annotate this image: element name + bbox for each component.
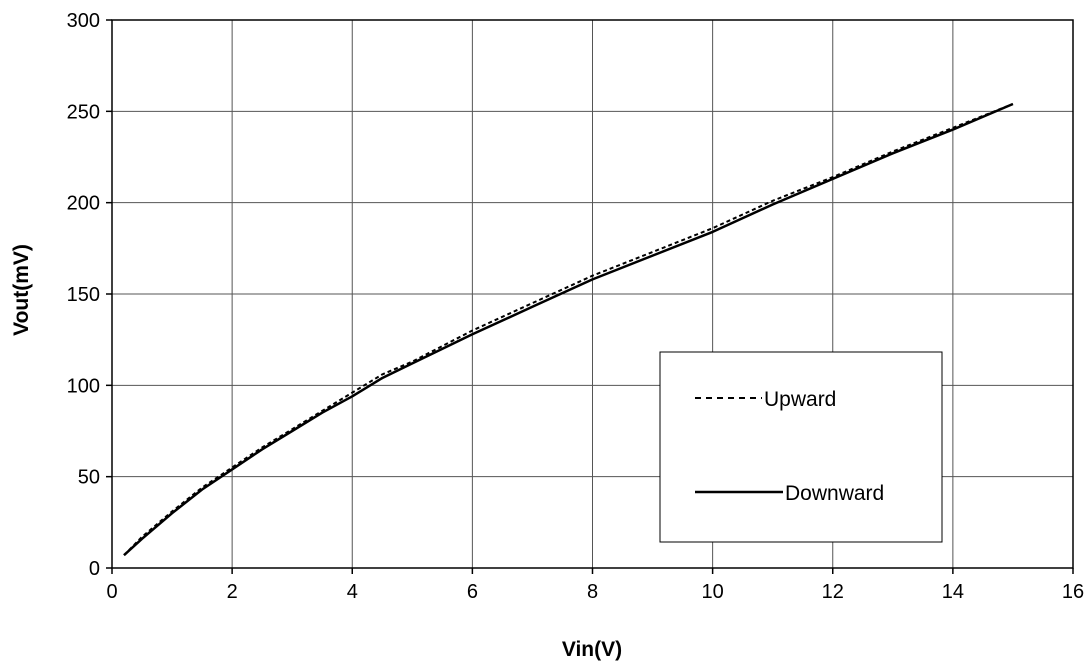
x-axis: 0 2 4 6 8 10 12 14 16 [106,568,1084,603]
y-tick-label: 250 [67,101,100,123]
x-tick-label: 0 [106,581,117,603]
y-tick-label: 150 [67,284,100,306]
legend-label-downward: Downward [785,482,884,505]
x-axis-title: Vin(V) [562,638,622,661]
x-tick-label: 12 [822,581,844,603]
series-line-upward [123,103,1014,556]
x-tick-label: 16 [1062,581,1084,603]
y-axis-title: Vout(mV) [10,244,33,336]
x-tick-label: 6 [467,581,478,603]
legend-box [659,351,943,543]
series-line-downward [123,102,1014,557]
x-tick-label: 8 [587,581,598,603]
legend-label-upward: Upward [764,388,836,411]
y-tick-label: 100 [67,375,100,397]
y-tick-label: 300 [67,10,100,32]
series-group [123,102,1014,557]
y-tick-label: 200 [67,193,100,215]
x-tick-label: 14 [942,581,964,603]
x-tick-label: 2 [227,581,238,603]
y-tick-label: 50 [78,467,100,489]
y-tick-label: 0 [89,558,100,580]
x-tick-label: 4 [347,581,358,603]
y-axis: 0 50 100 150 200 250 300 [67,10,112,580]
legend: Upward Downward [659,351,943,543]
x-tick-label: 10 [702,581,724,603]
